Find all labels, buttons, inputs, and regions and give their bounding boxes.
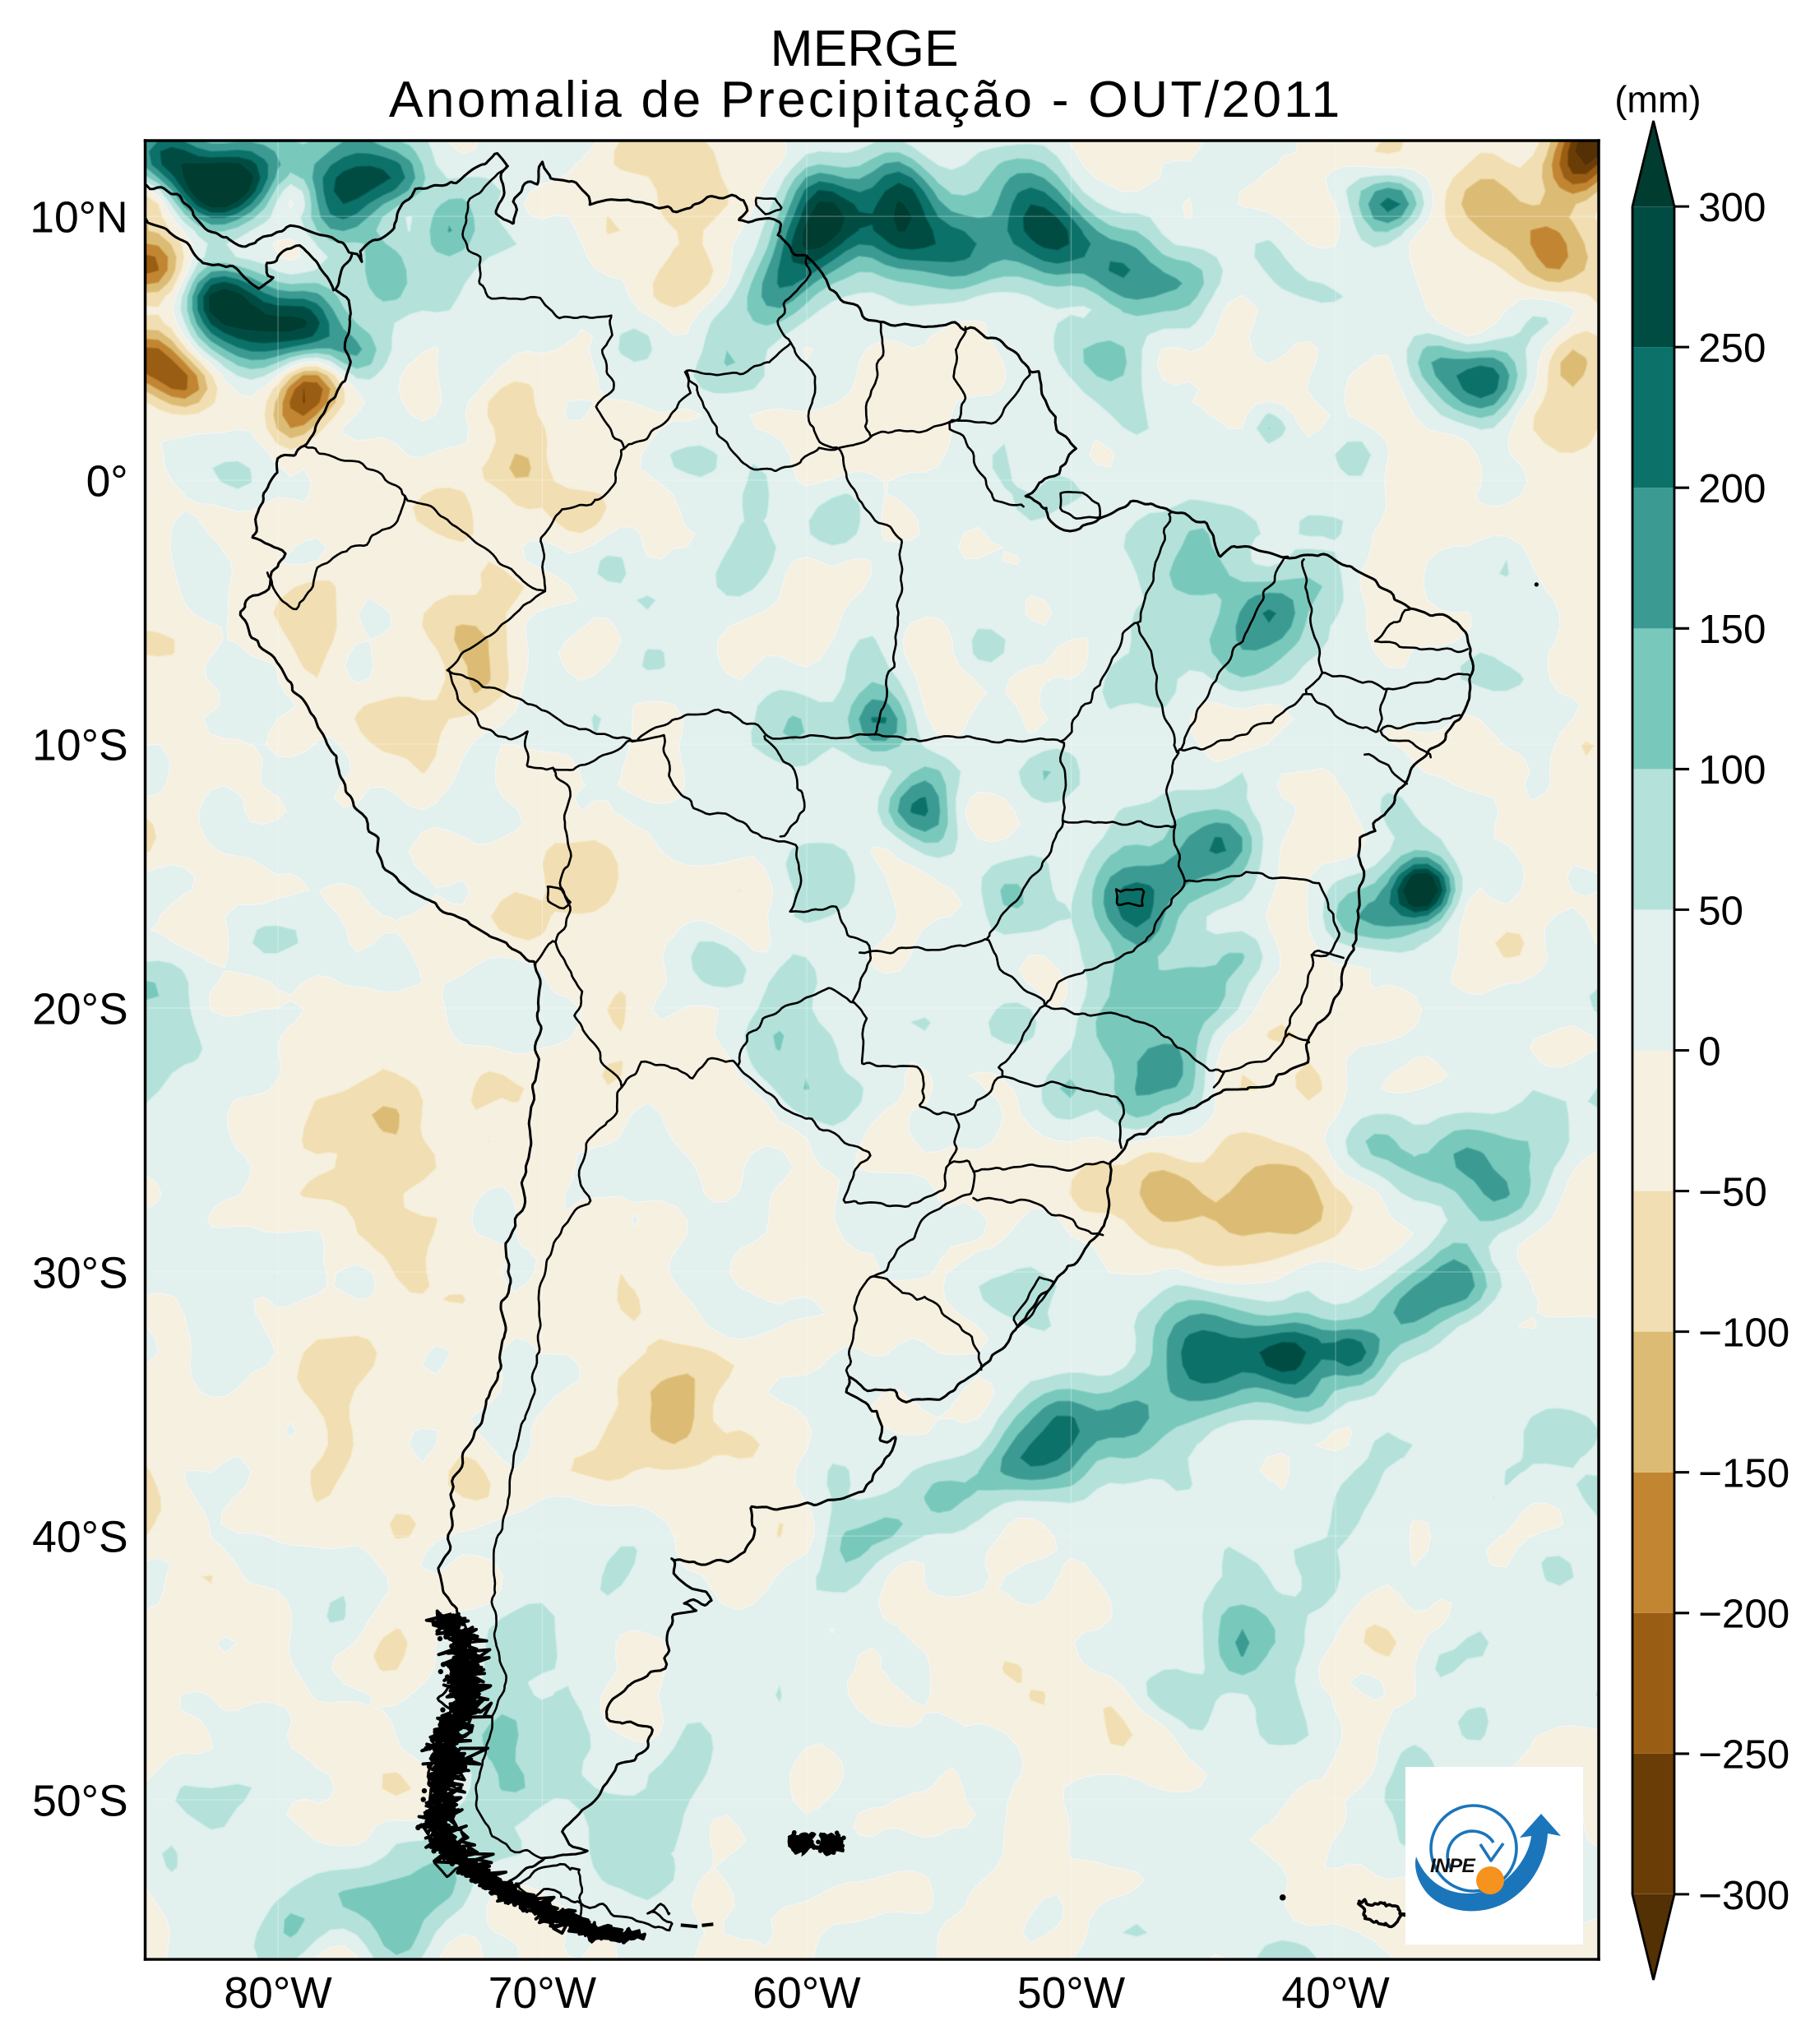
svg-text:0: 0 — [1698, 1029, 1720, 1074]
svg-text:−250: −250 — [1698, 1732, 1789, 1778]
svg-text:80°W: 80°W — [224, 1969, 332, 2018]
svg-text:50°W: 50°W — [1017, 1969, 1126, 2018]
svg-text:300: 300 — [1698, 185, 1766, 230]
svg-text:20°S: 20°S — [32, 985, 128, 1034]
svg-text:150: 150 — [1698, 607, 1766, 652]
svg-text:200: 200 — [1698, 466, 1766, 511]
svg-text:100: 100 — [1698, 747, 1766, 793]
svg-text:70°W: 70°W — [488, 1969, 597, 2018]
svg-text:30°S: 30°S — [32, 1249, 128, 1297]
svg-text:60°W: 60°W — [752, 1969, 861, 2018]
svg-text:50°S: 50°S — [32, 1777, 128, 1825]
svg-text:INPE: INPE — [1430, 1855, 1475, 1877]
svg-text:40°W: 40°W — [1281, 1969, 1390, 2018]
svg-text:−200: −200 — [1698, 1592, 1789, 1637]
svg-text:0°: 0° — [86, 457, 128, 506]
svg-text:50: 50 — [1698, 888, 1743, 933]
svg-text:(mm): (mm) — [1614, 79, 1701, 121]
svg-text:MERGE: MERGE — [771, 20, 959, 77]
svg-text:−150: −150 — [1698, 1451, 1789, 1496]
svg-text:−50: −50 — [1698, 1169, 1767, 1214]
svg-text:250: 250 — [1698, 326, 1766, 371]
svg-text:−100: −100 — [1698, 1311, 1789, 1356]
svg-text:−300: −300 — [1698, 1873, 1789, 1918]
svg-text:Anomalia de Precipitação - OUT: Anomalia de Precipitação - OUT/2011 — [389, 71, 1343, 128]
svg-text:10°N: 10°N — [30, 193, 127, 242]
svg-text:40°S: 40°S — [32, 1513, 128, 1561]
svg-text:10°S: 10°S — [32, 721, 128, 770]
